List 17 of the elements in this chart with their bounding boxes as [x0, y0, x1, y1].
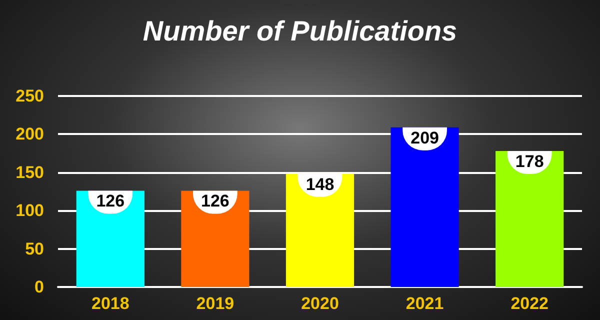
x-tick-label: 2021 [406, 294, 444, 313]
x-tick-label: 2020 [301, 294, 339, 313]
data-label: 148 [306, 174, 334, 194]
data-label: 126 [96, 192, 125, 211]
y-tick-label: 0 [34, 278, 44, 296]
data-label: 126 [201, 192, 230, 211]
x-tick-label: 2018 [91, 294, 130, 313]
y-tick-label: 100 [16, 201, 44, 220]
x-tick-label: 2019 [196, 294, 234, 313]
y-tick-label: 250 [16, 86, 44, 106]
y-tick-label: 150 [16, 162, 44, 182]
data-label: 178 [515, 152, 544, 172]
chart-title: Number of Publications [142, 16, 458, 46]
data-label: 209 [410, 128, 439, 148]
x-tick-label: 2022 [510, 294, 549, 313]
y-tick-label: 50 [25, 239, 44, 258]
y-tick-label: 200 [16, 124, 44, 144]
